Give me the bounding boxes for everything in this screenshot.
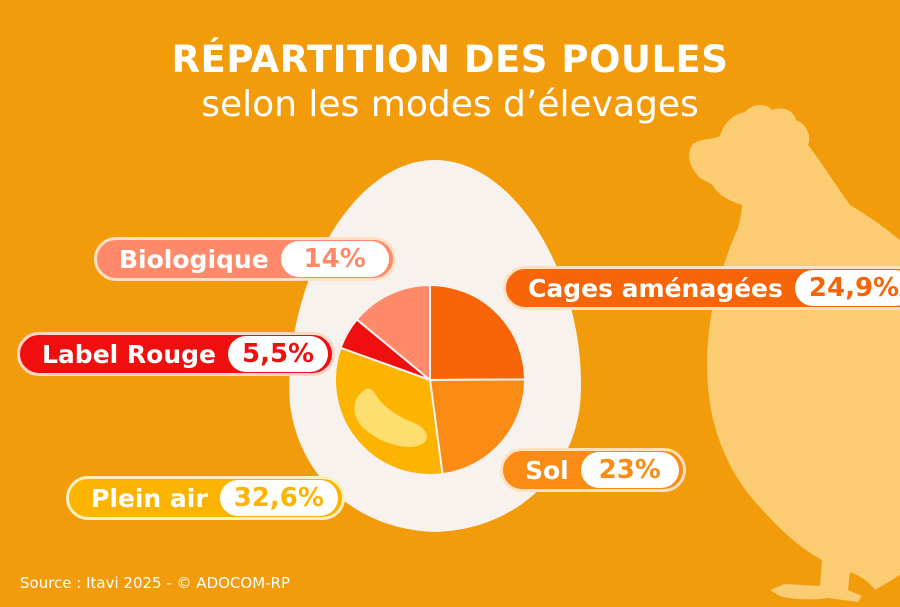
- chart-subtitle: selon les modes d’élevages: [201, 84, 699, 125]
- label-label-rouge-value: 5,5%: [228, 336, 329, 372]
- label-cages-amenagees-value: 24,9%: [794, 270, 900, 306]
- pie-slice-biologique: [355, 283, 431, 383]
- label-cages-amenagees-name: Cages aménagées: [528, 273, 783, 303]
- label-cages-amenagees: Cages aménagées 24,9%: [503, 266, 900, 310]
- label-plein-air: Plein air 32,6%: [66, 476, 345, 520]
- source-credit: Source : Itavi 2025 - © ADOCOM-RP: [20, 574, 291, 592]
- label-label-rouge: Label Rouge 5,5%: [17, 332, 336, 376]
- label-label-rouge-name: Label Rouge: [42, 339, 216, 369]
- label-sol-name: Sol: [525, 455, 569, 485]
- label-sol-value: 23%: [580, 452, 679, 488]
- pie-slice-sol: [428, 378, 527, 476]
- label-biologique: Biologique 14%: [94, 237, 396, 281]
- label-sol: Sol 23%: [500, 448, 686, 492]
- label-biologique-value: 14%: [280, 241, 389, 277]
- yolk-highlight: [354, 388, 427, 447]
- pie-slice-cages-amenagees: [429, 283, 527, 382]
- hen-silhouette-icon: [689, 104, 900, 603]
- pie-chart: [334, 283, 527, 476]
- chart-title: RÉPARTITION DES POULES: [171, 38, 729, 81]
- label-plein-air-value: 32,6%: [219, 480, 338, 516]
- label-biologique-name: Biologique: [119, 244, 269, 274]
- label-plein-air-name: Plein air: [91, 483, 208, 513]
